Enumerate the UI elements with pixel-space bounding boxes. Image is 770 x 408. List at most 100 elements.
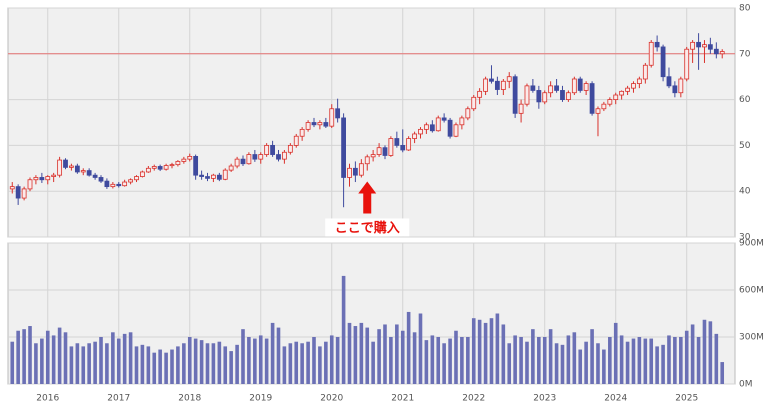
- volume-bar: [673, 337, 677, 384]
- y-tick-label: 50: [739, 141, 751, 151]
- candle-body: [459, 117, 465, 126]
- x-tick-label: 2025: [675, 394, 698, 404]
- candle-body: [92, 174, 98, 178]
- volume-bar: [282, 346, 287, 384]
- candle-body: [477, 90, 483, 98]
- annotation-text: ここで購入: [335, 220, 400, 236]
- candle-body: [447, 119, 453, 137]
- candle-body: [684, 48, 690, 80]
- candle-body: [530, 85, 536, 91]
- volume-bar: [205, 343, 210, 384]
- candle-body: [329, 108, 335, 127]
- volume-bar: [430, 335, 435, 384]
- candle-body: [110, 183, 116, 188]
- volume-bar: [270, 322, 275, 384]
- volume-bar: [471, 318, 476, 384]
- volume-bar: [229, 351, 233, 384]
- candle-body: [145, 167, 151, 173]
- candle-body: [98, 177, 104, 182]
- volume-bar: [87, 343, 91, 384]
- volume-bar: [584, 341, 588, 384]
- volume-bar: [211, 343, 216, 384]
- volume-bar: [483, 322, 488, 384]
- volume-bar: [578, 349, 583, 384]
- volume-bar: [608, 337, 612, 384]
- x-tick-label: 2019: [249, 394, 272, 404]
- volume-bar: [16, 330, 20, 384]
- volume-bar: [247, 337, 251, 384]
- volume-bar: [324, 341, 328, 384]
- candle-body: [317, 122, 323, 126]
- volume-bar: [235, 344, 239, 384]
- volume-bar: [371, 341, 375, 384]
- volume-bar: [341, 275, 346, 384]
- volume-bar: [554, 343, 559, 384]
- candle-body: [382, 147, 388, 156]
- volume-bar: [625, 341, 630, 384]
- candle-body: [690, 41, 696, 50]
- candle-body: [169, 164, 175, 167]
- candle-body: [696, 41, 701, 48]
- volume-bar: [116, 338, 121, 384]
- candle-body: [465, 108, 471, 119]
- volume-bar: [294, 341, 299, 384]
- volume-bar: [300, 343, 304, 384]
- candle-body: [305, 122, 311, 130]
- candle-body: [489, 78, 494, 82]
- volume-bar: [702, 319, 707, 384]
- volume-bar: [111, 332, 115, 384]
- candle-body: [287, 144, 293, 153]
- candle-body: [193, 155, 199, 176]
- volume-bar: [619, 335, 624, 384]
- volume-bar: [519, 337, 523, 384]
- volume-bar: [684, 330, 689, 384]
- volume-bar: [128, 332, 133, 384]
- volume-bar: [442, 343, 446, 384]
- volume-bar: [448, 338, 452, 384]
- volume-bar: [466, 337, 470, 384]
- candle-body: [571, 78, 577, 94]
- candle-body: [86, 170, 92, 176]
- candle-body: [388, 138, 394, 156]
- candle-body: [21, 188, 27, 199]
- volume-bar: [537, 337, 541, 384]
- candle-body: [293, 135, 299, 146]
- volume-bar: [566, 335, 571, 384]
- y-tick-label: 60: [739, 95, 751, 105]
- candle-body: [352, 167, 358, 176]
- volume-bar: [217, 341, 222, 384]
- candle-body: [418, 128, 423, 135]
- volume-bar: [199, 340, 204, 384]
- volume-bar: [708, 321, 713, 384]
- volume-bar: [306, 341, 310, 384]
- volume-bar: [548, 329, 553, 384]
- volume-bar: [383, 324, 387, 384]
- volume-bar: [146, 346, 151, 384]
- candle-body: [216, 174, 222, 180]
- candle-body: [589, 83, 595, 114]
- candle-body: [210, 174, 216, 179]
- volume-bar: [590, 329, 594, 384]
- volume-bar: [667, 335, 671, 384]
- y-tick-label: 300M: [739, 333, 764, 343]
- candle-body: [270, 144, 276, 155]
- candle-body: [713, 48, 719, 55]
- volume-bar: [40, 338, 44, 384]
- volume-bar: [28, 326, 32, 384]
- volume-bar: [714, 333, 719, 384]
- candle-body: [45, 176, 51, 181]
- candle-body: [607, 99, 613, 105]
- candle-body: [707, 44, 713, 50]
- candle-body: [631, 83, 636, 89]
- volume-bar: [164, 352, 168, 384]
- x-tick-label: 2023: [533, 394, 556, 404]
- volume-bar: [454, 330, 458, 384]
- volume-bar: [288, 343, 293, 384]
- volume-bar: [418, 313, 423, 384]
- volume-bar: [134, 346, 139, 384]
- candle-body: [483, 78, 488, 92]
- volume-bar: [395, 324, 399, 384]
- candle-body: [429, 124, 435, 132]
- volume-bar: [335, 337, 340, 384]
